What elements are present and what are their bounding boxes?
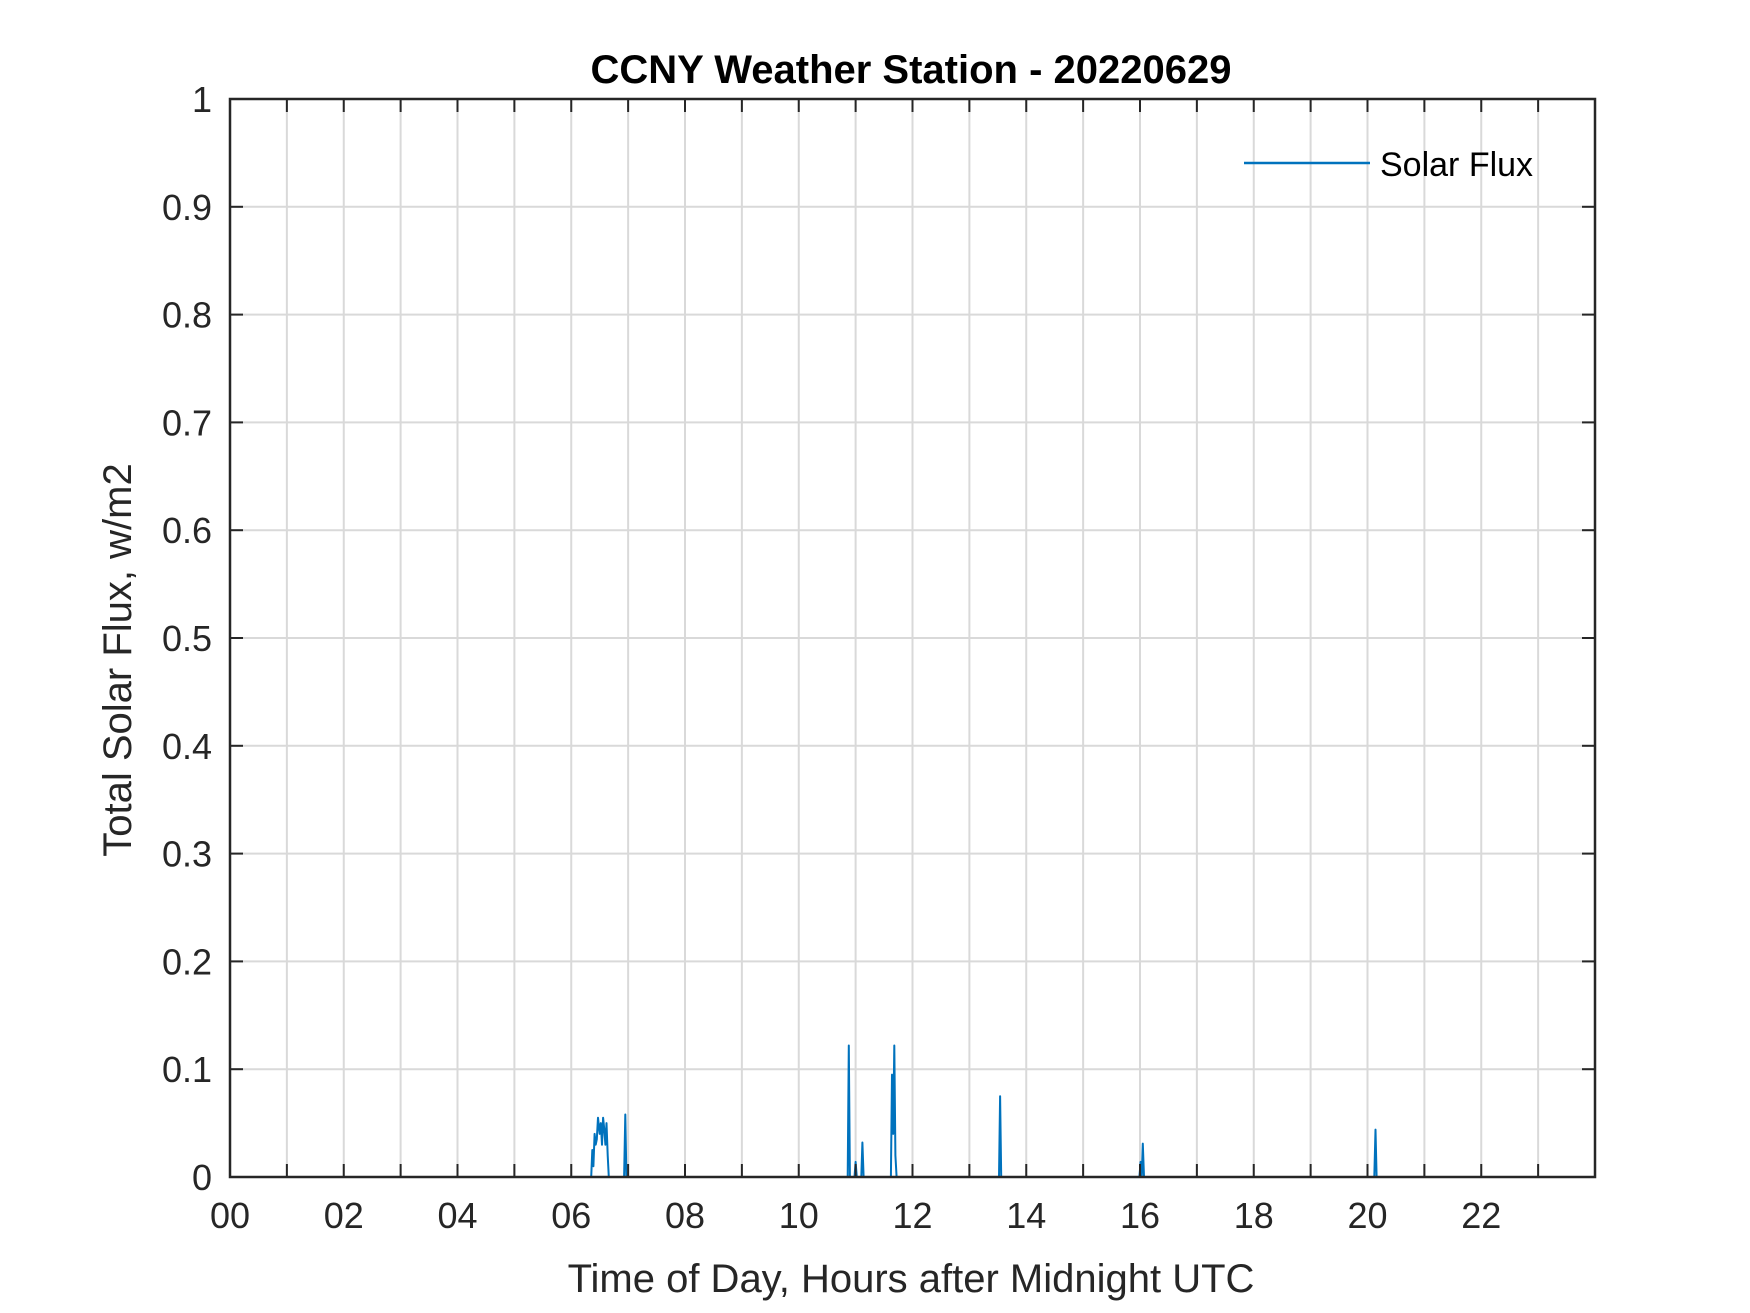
x-tick-label: 04 (437, 1195, 477, 1236)
x-tick-label: 16 (1120, 1195, 1160, 1236)
y-tick-label: 1 (192, 79, 212, 120)
y-tick-label: 0.8 (162, 295, 212, 336)
y-tick-label: 0.2 (162, 941, 212, 982)
y-tick-label: 0.3 (162, 834, 212, 875)
x-tick-labels: 00 02 04 06 08 10 12 14 16 18 20 22 (210, 1195, 1501, 1236)
x-axis-label: Time of Day, Hours after Midnight UTC (568, 1257, 1255, 1301)
tick-marks (229, 98, 1595, 1178)
legend: Solar Flux (1244, 146, 1533, 184)
y-tick-label: 0.9 (162, 187, 212, 228)
y-tick-labels: 0 0.1 0.2 0.3 0.4 0.5 0.6 0.7 0.8 0.9 1 (162, 79, 212, 1198)
y-axis-label: Total Solar Flux, w/m2 (96, 463, 140, 856)
x-tick-label: 18 (1234, 1195, 1274, 1236)
y-tick-label: 0.6 (162, 510, 212, 551)
y-tick-label: 0.1 (162, 1049, 212, 1090)
y-tick-label: 0.4 (162, 726, 212, 767)
x-tick-label: 22 (1461, 1195, 1501, 1236)
x-tick-label: 00 (210, 1195, 250, 1236)
y-tick-label: 0.5 (162, 618, 212, 659)
x-tick-label: 08 (665, 1195, 705, 1236)
x-tick-label: 06 (551, 1195, 591, 1236)
chart-title: CCNY Weather Station - 20220629 (591, 48, 1232, 92)
x-tick-label: 02 (324, 1195, 364, 1236)
legend-label-solar-flux: Solar Flux (1380, 146, 1533, 184)
x-tick-label: 20 (1347, 1195, 1387, 1236)
x-tick-label: 12 (892, 1195, 932, 1236)
y-tick-label: 0 (192, 1157, 212, 1198)
x-tick-label: 10 (779, 1195, 819, 1236)
y-tick-label: 0.7 (162, 402, 212, 443)
x-tick-label: 14 (1006, 1195, 1046, 1236)
